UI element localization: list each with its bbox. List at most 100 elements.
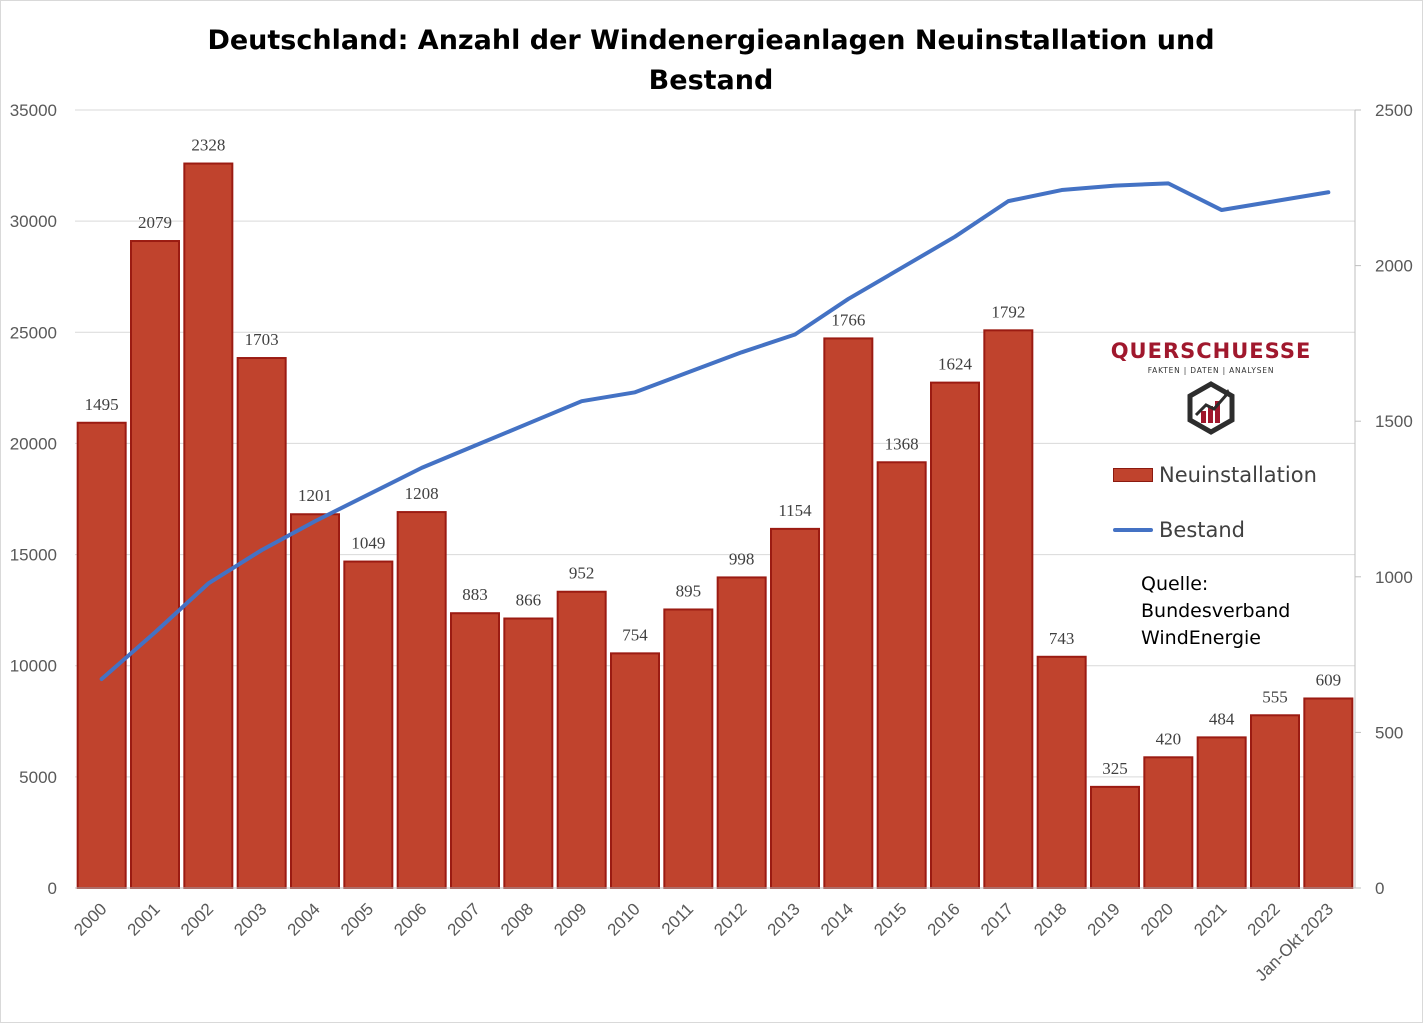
- chart-hexagon-icon: [1187, 381, 1235, 435]
- line-bestand: [99, 181, 1331, 682]
- bar: [1036, 655, 1087, 889]
- bar-data-label: 743: [1049, 629, 1075, 648]
- bar-data-label: 1624: [938, 355, 973, 374]
- bar: [76, 421, 127, 889]
- x-tick-label: 2014: [817, 899, 857, 939]
- x-tick-label: 2022: [1244, 899, 1284, 939]
- x-tick-label: 2021: [1190, 899, 1230, 939]
- bar: [610, 652, 660, 890]
- x-tick-label: 2017: [977, 899, 1017, 939]
- left-y-axis: 0 5000 10000 15000 20000 25000 30000 35000: [10, 101, 57, 898]
- bar-data-label: 1703: [245, 330, 279, 349]
- right-tick-label: 2500: [1375, 101, 1413, 120]
- x-tick-label: 2010: [604, 899, 644, 939]
- bar: [290, 513, 340, 889]
- x-tick-label: 2012: [710, 899, 750, 939]
- bar: [503, 617, 554, 889]
- bar-data-label: 420: [1156, 729, 1182, 748]
- x-tick-label: 2006: [390, 899, 430, 939]
- left-tick-label: 35000: [10, 101, 57, 120]
- left-tick-label: 15000: [10, 546, 57, 565]
- x-tick-label: 2000: [70, 899, 110, 939]
- bar: [1250, 714, 1300, 889]
- source-label: Quelle:: [1141, 573, 1209, 595]
- source-line-1: Bundesverband: [1141, 600, 1291, 622]
- bar-data-label: 754: [622, 625, 648, 644]
- bar: [823, 337, 874, 890]
- logo-tagline: FAKTEN | DATEN | ANALYSEN: [1147, 366, 1275, 375]
- line-series: [99, 181, 1331, 682]
- bar: [930, 381, 980, 889]
- x-tick-label: 2005: [337, 899, 377, 939]
- bar-data-label: 952: [569, 564, 595, 583]
- left-tick-label: 5000: [19, 768, 57, 787]
- chart-title: Deutschland: Anzahl der Windenergieanlag…: [207, 25, 1215, 96]
- bar: [716, 576, 767, 890]
- left-tick-label: 20000: [10, 434, 57, 453]
- logo-name: QUERSCHUESSE: [1110, 339, 1312, 363]
- x-tick-label: 2018: [1030, 899, 1070, 939]
- right-y-axis: 0 500 1000 1500 2000 2500: [1354, 101, 1413, 898]
- bar-data-label: 1766: [831, 310, 865, 329]
- x-tick-label: 2008: [497, 899, 537, 939]
- right-tick-label: 1500: [1375, 412, 1413, 431]
- left-tick-label: 30000: [10, 212, 57, 231]
- bar: [130, 240, 180, 889]
- left-tick-label: 10000: [10, 657, 57, 676]
- x-tick-label: 2003: [230, 899, 270, 939]
- bar-data-label: 1495: [85, 395, 119, 414]
- bar: [1090, 785, 1140, 889]
- legend-swatch-line: [1113, 528, 1153, 532]
- bar-series: [76, 162, 1354, 890]
- x-tick-label: 2011: [658, 899, 697, 938]
- x-axis: 2000 2001 2002 2003 2004 2005 2006 2007 2008 2009…: [70, 887, 1355, 985]
- bar-data-label: 883: [462, 585, 488, 604]
- right-tick-label: 1000: [1375, 568, 1413, 587]
- data-labels: 1495 2079 2328 1703 1201 1049 1208 883 866 952 754…: [85, 136, 1341, 778]
- bar: [1143, 756, 1194, 890]
- x-tick-label: 2002: [177, 899, 217, 939]
- x-tick-label: 2015: [870, 899, 910, 939]
- x-tick-label: 2001: [124, 899, 164, 939]
- left-tick-label: 25000: [10, 323, 57, 342]
- bar-data-label: 2328: [191, 136, 225, 155]
- bar-data-label: 1201: [298, 486, 332, 505]
- right-tick-label: 500: [1375, 723, 1403, 742]
- bar-data-label: 1368: [885, 434, 919, 453]
- source-line-2: WindEnergie: [1141, 627, 1261, 649]
- legend-item-neuinstallation: Neuinstallation: [1113, 459, 1353, 491]
- x-tick-label: 2007: [444, 899, 484, 939]
- legend-label-neuinstallation: Neuinstallation: [1159, 463, 1317, 487]
- bar-data-label: 895: [676, 581, 702, 600]
- bar-data-label: 1792: [991, 302, 1025, 321]
- bar-data-label: 555: [1262, 687, 1288, 706]
- bar-data-label: 325: [1102, 759, 1128, 778]
- left-tick-label: 0: [48, 879, 57, 898]
- bar-data-label: 2079: [138, 213, 172, 232]
- bar-data-label: 1154: [778, 501, 812, 520]
- bar: [236, 357, 287, 889]
- x-tick-label: 2016: [924, 899, 964, 939]
- bar: [876, 461, 927, 889]
- bar: [450, 612, 500, 889]
- x-tick-label: 2009: [550, 899, 590, 939]
- bar: [556, 590, 607, 889]
- right-tick-label: 0: [1375, 879, 1384, 898]
- bar: [983, 329, 1034, 889]
- bar: [183, 162, 234, 889]
- gridlines: [75, 109, 1355, 889]
- bar: [770, 527, 820, 889]
- legend-swatch-bar: [1113, 468, 1153, 482]
- bar-data-label: 484: [1209, 709, 1235, 728]
- bar-data-label: 866: [516, 591, 542, 610]
- legend: Neuinstallation Bestand: [1113, 459, 1353, 569]
- bar: [1303, 697, 1354, 889]
- bar: [1196, 736, 1247, 890]
- x-tick-label: 2020: [1137, 899, 1177, 939]
- bar: [663, 608, 714, 889]
- x-tick-label: 2004: [284, 899, 324, 939]
- bar: [343, 560, 394, 889]
- bar: [396, 511, 447, 889]
